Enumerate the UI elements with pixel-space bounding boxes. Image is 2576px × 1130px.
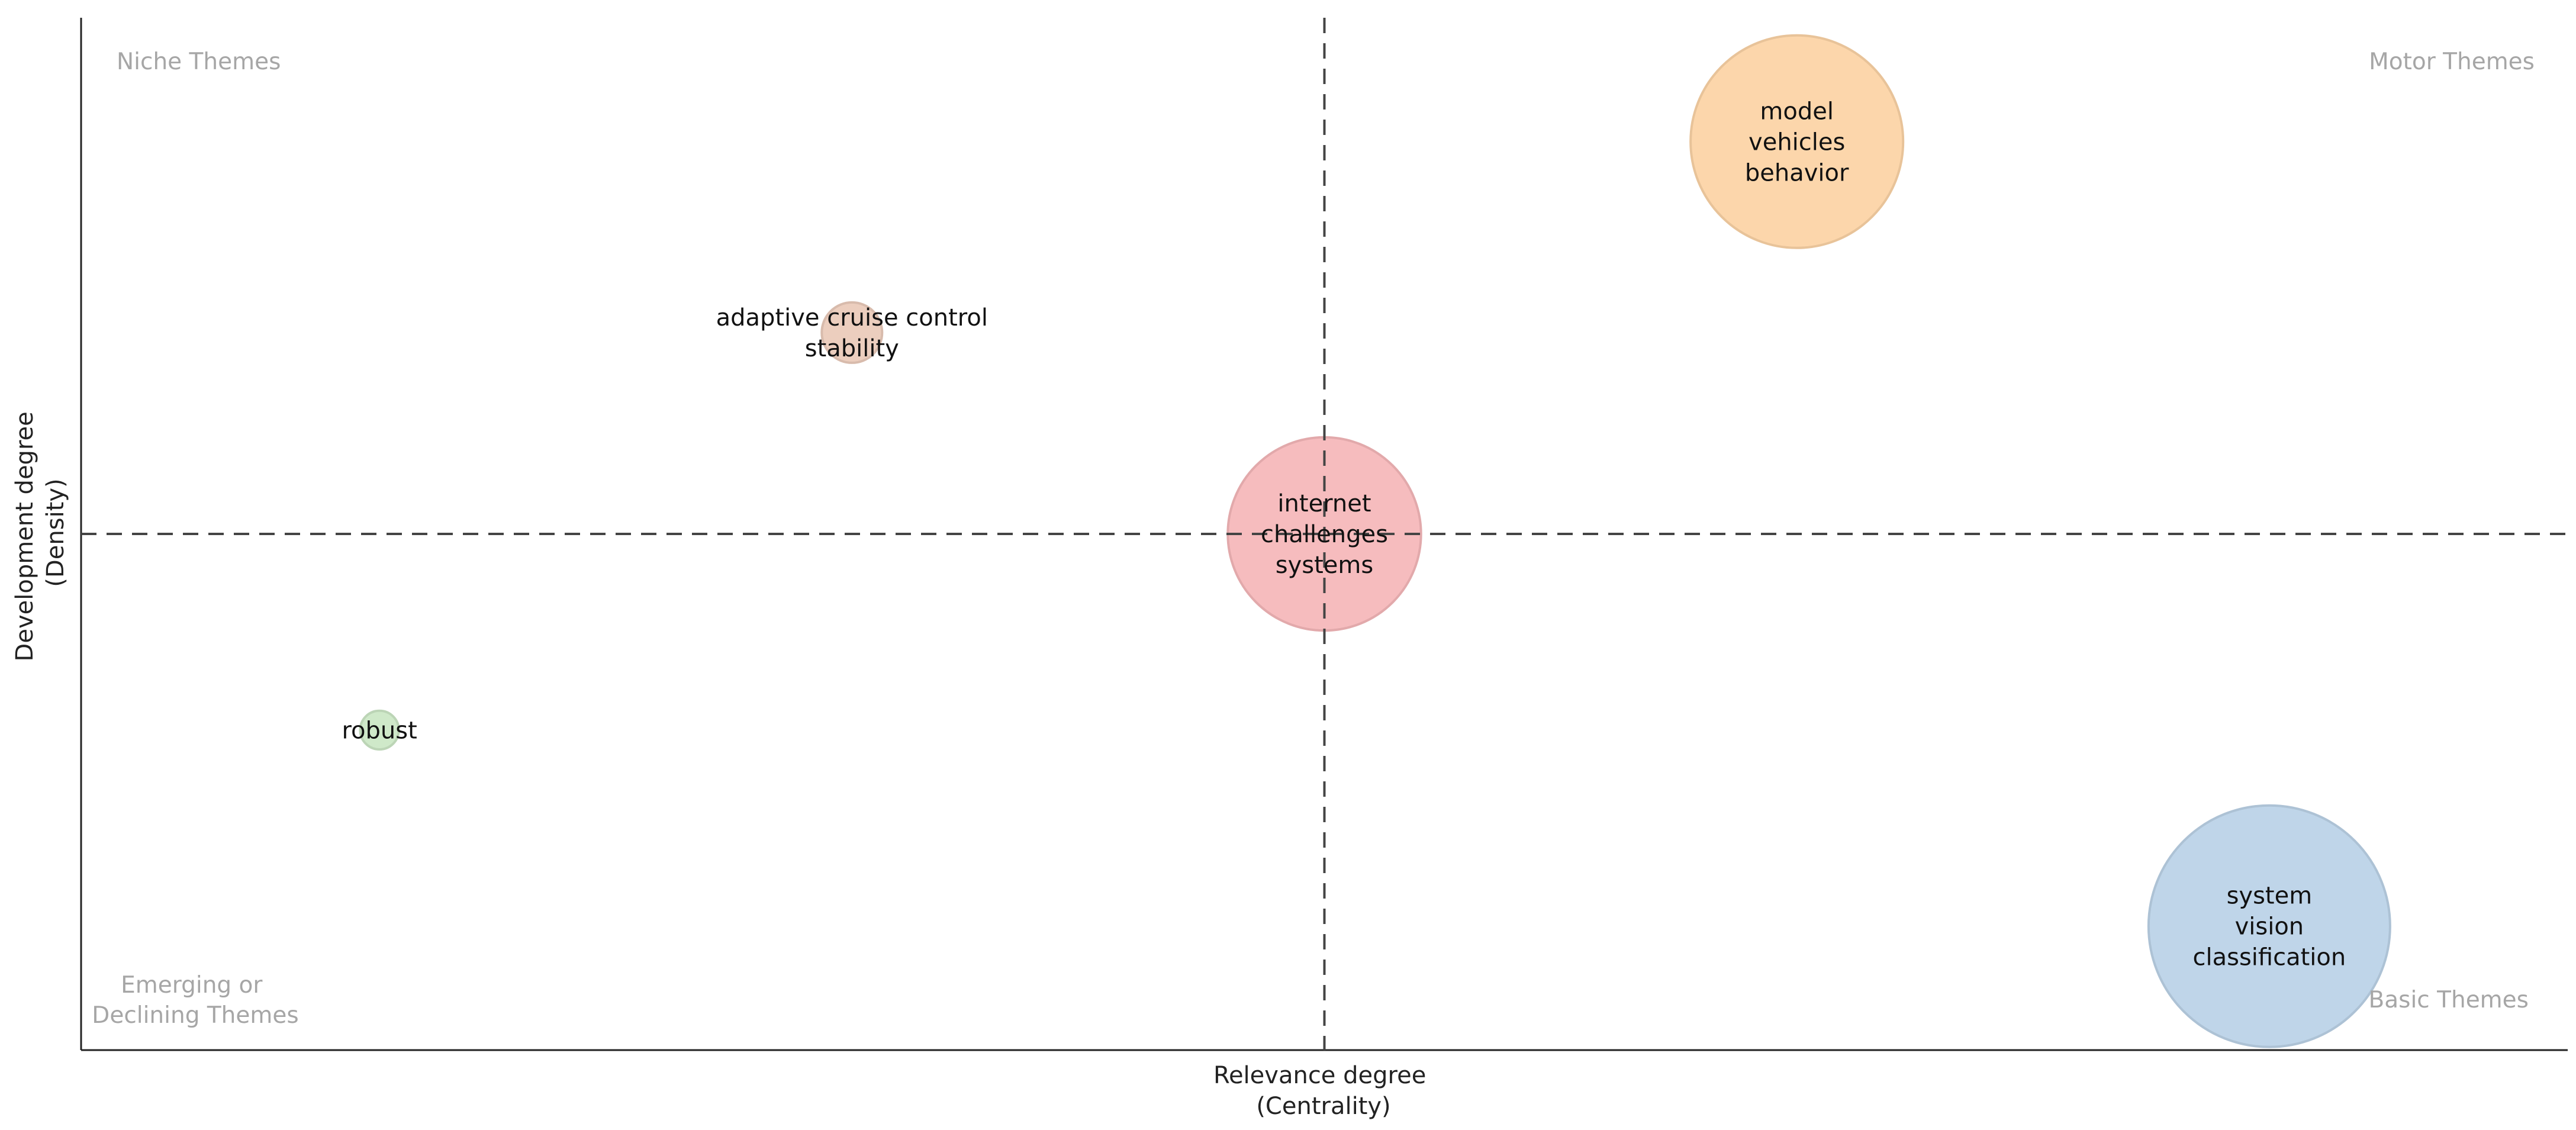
quadrant-label-niche-line: Niche Themes (117, 49, 281, 75)
bubble-label-0-line-0: model (1760, 98, 1834, 125)
quadrant-label-niche: Niche Themes (117, 49, 281, 75)
bubble-0 (1689, 34, 1905, 249)
quadrant-label-basic: Basic Themes (2369, 987, 2529, 1013)
bubble-label-2-line-2: systems (1276, 552, 1373, 579)
bubble-label-1-line-1: stability (805, 335, 899, 362)
x-axis-title-line-2: (Centrality) (1256, 1093, 1390, 1120)
bubble-label-0: model vehicles behavior (1745, 98, 1849, 186)
bubble-label-4-line-1: vision (2235, 913, 2304, 941)
bubble-3 (359, 709, 400, 751)
x-axis-title: Relevance degree (Centrality) (1213, 1062, 1434, 1120)
bubble-label-4-line-2: classification (2193, 944, 2346, 971)
quadrant-label-emerging-line-2: Declining Themes (92, 1002, 298, 1029)
bubble-4 (2147, 804, 2391, 1048)
bubble-label-1-line-0: adaptive cruise control (716, 304, 988, 331)
quadrant-label-emerging-line-1: Emerging or (121, 972, 263, 999)
y-axis-title-line-1: Development degree (11, 411, 38, 661)
x-axis-title-line-1: Relevance degree (1213, 1062, 1426, 1089)
bubble-label-4-line-0: system (2227, 883, 2313, 910)
bubble-label-3-line-0: robust (342, 717, 417, 744)
bubble-label-2: internet challenges systems (1261, 490, 1388, 579)
y-axis-title: Development degree (Density) (11, 404, 69, 662)
bubble-label-layer: model vehicles behavior adaptive cruise con… (342, 98, 2346, 971)
bubble-layer (359, 34, 2391, 1048)
bubble-label-0-line-2: behavior (1745, 159, 1849, 186)
bubble-label-1: adaptive cruise control stability (716, 304, 988, 362)
quadrant-label-motor: Motor Themes (2369, 49, 2535, 75)
bubble-label-2-line-1: challenges (1261, 521, 1388, 548)
y-axis-title-line-2: (Density) (42, 478, 69, 587)
bubble-label-0-line-1: vehicles (1749, 128, 1845, 156)
bubble-label-3: robust (342, 717, 417, 744)
bubble-label-4: system vision classification (2193, 883, 2346, 971)
bubble-label-2-line-0: internet (1277, 490, 1371, 517)
quadrant-label-basic-line: Basic Themes (2369, 987, 2529, 1013)
bubble-1 (820, 301, 884, 364)
quadrant-label-motor-line: Motor Themes (2369, 49, 2535, 75)
quadrant-label-emerging: Emerging or Declining Themes (92, 972, 298, 1029)
